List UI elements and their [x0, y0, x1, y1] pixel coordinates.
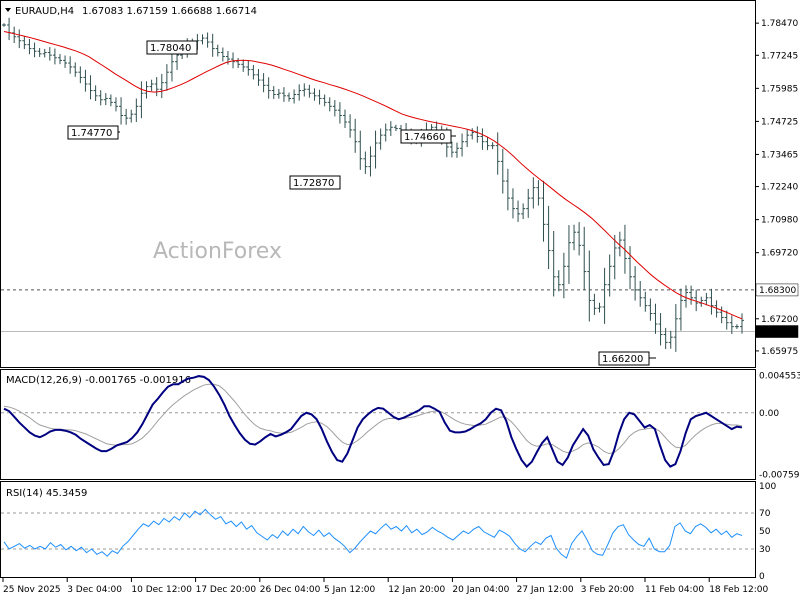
- rsi-y-tick-label: 0: [759, 572, 765, 582]
- macd-panel: [0, 369, 756, 480]
- rsi-y-tick-label: 100: [759, 482, 776, 492]
- x-tick-label: 12 Jan 20:00: [388, 585, 445, 595]
- price-label-box: [400, 129, 452, 144]
- price-label: 1.78040: [150, 43, 191, 54]
- price-label-box: [598, 351, 650, 366]
- y-tick-label: 1.69720: [761, 249, 798, 259]
- y-tick-label: 1.70980: [761, 216, 798, 226]
- macd-y-tick-label: -0.007593: [759, 471, 800, 481]
- x-tick-label: 18 Feb 12:00: [709, 585, 768, 595]
- y-tick-label: 1.78470: [761, 19, 798, 29]
- y-tick-label: 1.73465: [761, 150, 798, 160]
- rsi-panel: [0, 481, 756, 578]
- price-label: 1.66200: [602, 354, 643, 365]
- rsi-y-tick-label: 50: [759, 527, 771, 537]
- rsi-title: RSI(14) 45.3459: [6, 488, 87, 499]
- x-tick-label: 3 Feb 20:00: [581, 585, 635, 595]
- axis-price-tag: [755, 283, 799, 297]
- macd-y-tick-label: 0.00: [759, 409, 779, 419]
- rsi-y-tick-label: 30: [759, 545, 771, 555]
- price-label: 1.74660: [404, 132, 445, 143]
- price-label-box: [67, 125, 119, 140]
- x-tick-label: 3 Dec 04:00: [67, 585, 122, 595]
- y-tick-label: 1.77245: [761, 51, 798, 61]
- macd-line: [3, 375, 743, 469]
- chart-symbol: EURAUD,H4: [15, 6, 74, 17]
- rsi-line: [3, 508, 743, 559]
- ohlc-readout: 1.67083 1.67159 1.66688 1.66714: [82, 6, 257, 17]
- axis-price-tag: [755, 325, 799, 338]
- axis-price-tag-label: 1.68300: [759, 286, 796, 296]
- x-tick-label: 26 Dec 04:00: [260, 585, 321, 595]
- x-tick-label: 10 Dec 12:00: [131, 585, 192, 595]
- moving-average-line: [3, 31, 743, 320]
- y-tick-label: 1.67200: [761, 315, 798, 325]
- dropdown-arrow-icon[interactable]: [5, 8, 11, 12]
- price-label: 1.74770: [71, 128, 112, 139]
- y-tick-label: 1.75985: [761, 84, 798, 94]
- y-tick-label: 1.72240: [761, 183, 798, 193]
- price-panel: [0, 0, 756, 368]
- macd-y-tick-label: 0.004553: [759, 372, 800, 382]
- x-tick-label: 27 Jan 12:00: [517, 585, 574, 595]
- y-tick-label: 1.65975: [761, 347, 798, 357]
- x-tick-label: 11 Feb 04:00: [645, 585, 704, 595]
- watermark: ActionForex: [153, 239, 282, 264]
- x-tick-label: 5 Jan 12:00: [324, 585, 376, 595]
- x-tick-label: 20 Jan 04:00: [452, 585, 509, 595]
- price-label: 1.72870: [293, 178, 334, 189]
- x-tick-label: 25 Nov 2025: [3, 585, 61, 595]
- y-tick-label: 1.74725: [761, 117, 798, 127]
- x-tick-label: 17 Dec 20:00: [196, 585, 257, 595]
- rsi-y-tick-label: 70: [759, 509, 771, 519]
- price-label-box: [289, 175, 341, 190]
- macd-title: MACD(12,26,9) -0.001765 -0.001916: [6, 375, 191, 386]
- macd-signal-line: [3, 383, 743, 455]
- price-label-box: [146, 40, 198, 55]
- axis-price-tag-label: 1.66714: [759, 328, 796, 338]
